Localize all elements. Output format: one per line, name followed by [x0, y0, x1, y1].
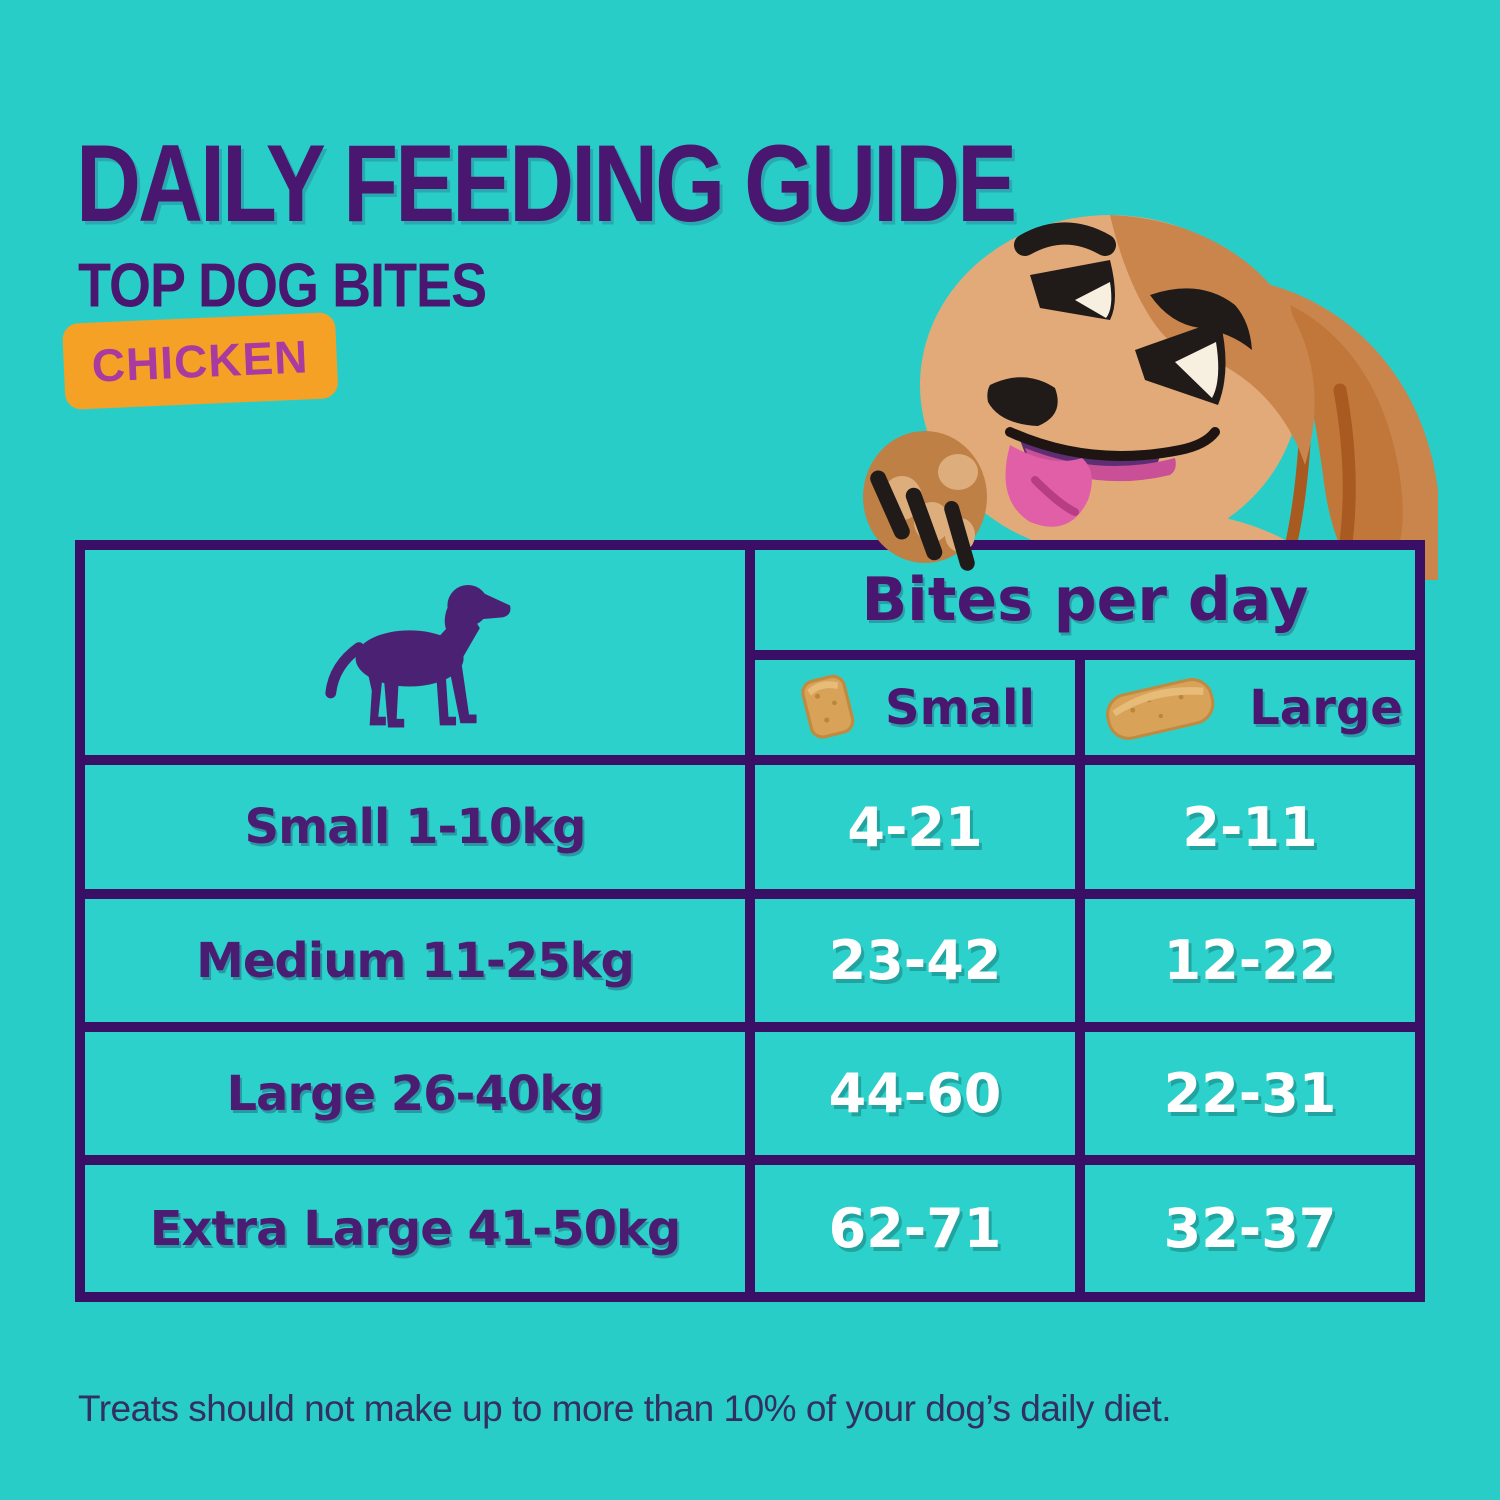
- size-label: Medium 11-25kg: [196, 932, 635, 989]
- disclaimer-note: Treats should not make up to more than 1…: [78, 1388, 1172, 1429]
- size-label: Small 1-10kg: [244, 799, 587, 855]
- small-bites-value: 62-71: [828, 1197, 1002, 1260]
- small-bites-value: 23-42: [828, 929, 1002, 992]
- feeding-table: Bites per day Small: [75, 540, 1425, 1302]
- table-row-label: Small 1-10kg: [85, 765, 745, 889]
- flavor-badge: CHICKEN: [62, 312, 339, 410]
- large-bites-value: 2-11: [1182, 795, 1318, 859]
- table-cell: 32-37: [1085, 1165, 1415, 1292]
- table-cell: 23-42: [755, 899, 1075, 1022]
- table-cell: 62-71: [755, 1165, 1075, 1292]
- small-bite-label: Small: [885, 679, 1035, 736]
- table-cell: 2-11: [1085, 765, 1415, 889]
- column-header-large: Large: [1085, 660, 1415, 755]
- bites-per-day-header: Bites per day: [755, 550, 1415, 650]
- table-row-label: Large 26-40kg: [85, 1032, 745, 1155]
- large-bite-label: Large: [1249, 679, 1403, 736]
- table-cell: 22-31: [1085, 1032, 1415, 1155]
- large-bites-value: 12-22: [1163, 929, 1337, 992]
- column-header-small: Small: [755, 660, 1075, 755]
- table-row-label: Extra Large 41-50kg: [85, 1165, 745, 1292]
- small-bites-value: 4-21: [847, 795, 983, 859]
- product-name: TOP DOG BITES: [78, 251, 487, 321]
- dog-silhouette-icon: [325, 584, 511, 728]
- size-label: Extra Large 41-50kg: [149, 1200, 682, 1257]
- dog-size-column-header: [85, 550, 745, 755]
- table-cell: 4-21: [755, 765, 1075, 889]
- large-bites-value: 22-31: [1163, 1062, 1337, 1125]
- small-bites-value: 44-60: [828, 1062, 1002, 1125]
- treat-large-icon: [1106, 677, 1215, 740]
- dog-illustration: [920, 215, 1438, 580]
- large-bites-value: 32-37: [1163, 1197, 1337, 1260]
- table-cell: 44-60: [755, 1032, 1075, 1155]
- table-cell: 12-22: [1085, 899, 1415, 1022]
- bites-per-day-label: Bites per day: [861, 565, 1309, 635]
- treat-small-icon: [801, 674, 855, 739]
- size-label: Large 26-40kg: [226, 1065, 604, 1122]
- page-title: DAILY FEEDING GUIDE: [76, 123, 1017, 246]
- table-row-label: Medium 11-25kg: [85, 899, 745, 1022]
